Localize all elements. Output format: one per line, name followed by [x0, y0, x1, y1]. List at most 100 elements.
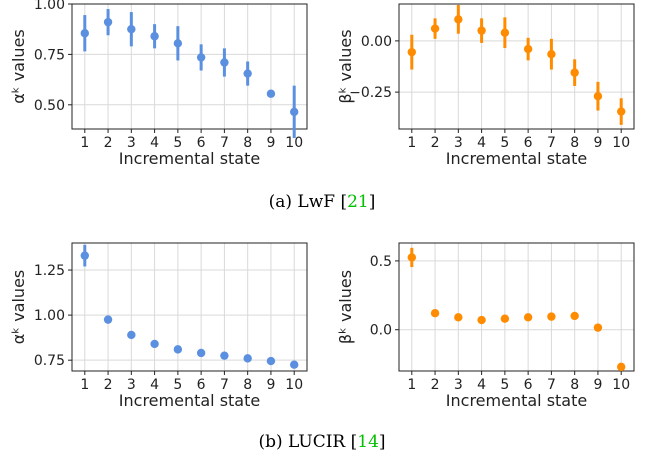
y-tick-label: −0.25 [349, 85, 392, 101]
y-axis-label: αᵏ values [9, 29, 28, 103]
x-tick-label: 7 [220, 135, 229, 151]
x-tick-label: 2 [104, 377, 113, 393]
data-point [290, 360, 299, 369]
x-axis-label: Incremental state [119, 391, 260, 410]
data-point [196, 348, 206, 358]
data-point [243, 69, 252, 78]
y-tick-label: 1.00 [34, 308, 65, 324]
data-point [500, 314, 510, 323]
chart-lucir-alpha: 1 2 3 4 5 6 7 8 9 10 0.75 1.00 1.25 Incremental state… [9, 242, 308, 410]
plot-frame [398, 242, 635, 372]
x-axis-label: Incremental state [446, 391, 587, 410]
data-point [103, 315, 113, 324]
data-point [127, 25, 136, 34]
data-point [196, 53, 206, 62]
x-tick-label: 8 [570, 135, 579, 151]
y-axis-label: βᵏ values [336, 29, 355, 103]
x-tick-label: 9 [266, 135, 275, 151]
data-point [127, 330, 136, 340]
y-tick-label: 1.00 [34, 0, 65, 13]
data-point [407, 253, 416, 262]
x-tick-label: 2 [431, 377, 440, 393]
x-tick-label: 7 [547, 135, 556, 151]
x-tick-label: 4 [150, 135, 159, 151]
x-tick-label: 3 [454, 135, 463, 151]
data-point [523, 44, 533, 54]
svg-text:(b) LUCIR [14]: (b) LUCIR [14] [258, 432, 385, 452]
caption-a: (a) LwF [21] [269, 192, 376, 212]
x-tick-label: 10 [612, 135, 630, 151]
x-tick-label: 8 [570, 377, 579, 393]
x-tick-label: 8 [243, 377, 252, 393]
x-tick-label: 2 [104, 135, 113, 151]
y-tick-label: 0.5 [370, 254, 392, 270]
x-tick-label: 10 [612, 377, 630, 393]
data-point [570, 311, 579, 321]
data-point [266, 356, 276, 366]
data-point [547, 50, 556, 59]
y-tick-label: 0.00 [361, 34, 392, 50]
x-tick-label: 3 [127, 377, 136, 393]
x-tick-label: 5 [173, 135, 182, 151]
data-point [617, 362, 626, 372]
x-tick-label: 10 [285, 377, 303, 393]
x-tick-label: 1 [80, 377, 89, 393]
data-point [523, 313, 533, 322]
plot-frame [398, 3, 635, 130]
data-point [454, 313, 463, 322]
data-point [80, 29, 89, 38]
x-axis-label: Incremental state [446, 149, 587, 168]
x-tick-label: 9 [266, 377, 275, 393]
data-point [173, 39, 183, 48]
y-tick-label: 0.75 [34, 47, 65, 63]
chart-lucir-beta: 1 2 3 4 5 6 7 8 9 10 0.0 0.5 Incremental state βᵏ val… [336, 242, 635, 410]
x-tick-label: 3 [127, 135, 136, 151]
data-point [103, 17, 113, 27]
data-point [150, 32, 159, 41]
data-point [477, 26, 486, 35]
data-point [593, 92, 603, 101]
data-point [173, 345, 183, 354]
y-axis-label: αᵏ values [9, 270, 28, 344]
y-tick-label: 0.50 [34, 98, 65, 114]
x-tick-label: 8 [243, 135, 252, 151]
data-point [80, 251, 89, 260]
data-point [150, 339, 159, 349]
x-tick-label: 4 [150, 377, 159, 393]
data-point [220, 351, 229, 360]
x-tick-label: 7 [220, 377, 229, 393]
caption-a-citation: 21 [347, 192, 369, 212]
data-point [266, 89, 276, 98]
x-tick-label: 1 [407, 135, 416, 151]
data-point [430, 24, 440, 33]
data-point [290, 107, 299, 117]
plot-frame [71, 3, 308, 130]
caption-b-suffix: ] [379, 432, 386, 452]
data-point [407, 47, 416, 57]
data-point [477, 315, 486, 325]
caption-a-suffix: ] [369, 192, 376, 212]
data-point [430, 308, 440, 318]
data-point [454, 15, 463, 24]
x-tick-label: 10 [285, 135, 303, 151]
data-point [500, 28, 510, 37]
x-tick-label: 6 [197, 377, 206, 393]
data-point [617, 107, 626, 116]
chart-lwf-alpha: 1 2 3 4 5 6 7 8 9 10 0.50 0.75 1.00 Incremental state… [9, 0, 308, 168]
x-tick-label: 4 [477, 135, 486, 151]
svg-text:(a) LwF [21]: (a) LwF [21] [269, 192, 376, 212]
x-tick-label: 6 [524, 377, 533, 393]
x-tick-label: 4 [477, 377, 486, 393]
y-tick-label: 0.0 [370, 323, 392, 339]
chart-lwf-beta: 1 2 3 4 5 6 7 8 9 10 0.00 −0.25 Incremental state βᵏ … [336, 3, 635, 168]
x-tick-label: 7 [547, 377, 556, 393]
plot-frame [71, 242, 308, 372]
x-tick-label: 9 [593, 135, 602, 151]
x-tick-label: 1 [407, 377, 416, 393]
x-tick-label: 6 [197, 135, 206, 151]
data-point [593, 323, 603, 332]
data-point [547, 312, 556, 321]
y-tick-label: 1.25 [34, 263, 65, 279]
x-tick-label: 1 [80, 135, 89, 151]
